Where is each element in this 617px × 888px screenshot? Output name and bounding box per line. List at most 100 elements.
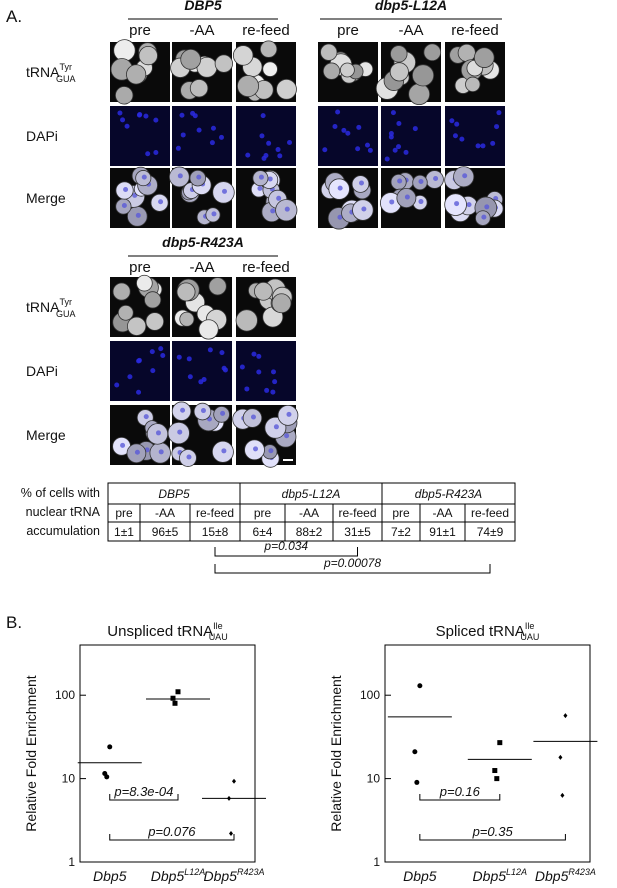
nucleus	[337, 185, 343, 191]
y-axis-label: Relative Fold Enrichment	[328, 675, 344, 832]
row-label: tRNATyr GUA	[26, 62, 75, 84]
cell	[339, 62, 355, 78]
nucleus	[466, 202, 472, 208]
row-label-text: Merge	[26, 190, 66, 206]
nucleus	[484, 204, 490, 210]
cell	[126, 64, 147, 85]
nucleus	[177, 429, 183, 435]
condition-label: pre	[337, 22, 359, 39]
plot-frame	[79, 644, 256, 863]
p-value: p=0.00078	[323, 556, 381, 570]
nucleus	[345, 130, 351, 136]
nucleus	[267, 176, 273, 182]
data-point	[412, 749, 418, 755]
nucleus	[127, 374, 133, 380]
table-column-header: -AA	[299, 506, 319, 520]
nucleus	[117, 110, 123, 116]
nucleus	[257, 185, 263, 191]
nucleus	[367, 147, 373, 153]
nucleus	[158, 346, 164, 352]
nucleus	[454, 201, 460, 207]
table-border	[107, 482, 516, 542]
nucleus	[136, 357, 142, 363]
table-column-header: re-feed	[471, 506, 509, 520]
x-tick-label: Dbp5R423A	[535, 867, 596, 884]
micrograph	[172, 341, 232, 401]
category-name: Dbp5	[151, 868, 185, 884]
nucleus	[141, 174, 147, 180]
nucleus	[186, 454, 192, 460]
nucleus	[187, 374, 193, 380]
chart-title-subscript: UAU	[520, 632, 539, 642]
nucleus	[220, 410, 226, 416]
table-row-header: nuclear tRNA	[26, 505, 101, 519]
nucleus	[245, 152, 251, 158]
nucleus	[494, 124, 500, 130]
significance-bracket	[109, 794, 179, 801]
x-tick-label: Dbp5L12A	[151, 867, 206, 884]
row-label-text: tRNA	[26, 299, 60, 315]
p-value: p=0.034	[263, 539, 308, 553]
nucleus	[397, 178, 403, 184]
nucleus	[207, 347, 213, 353]
nucleus	[459, 136, 465, 142]
cell	[232, 45, 254, 66]
nucleus	[389, 199, 395, 205]
nucleus	[264, 387, 270, 393]
data-point	[492, 768, 498, 774]
cell	[259, 40, 278, 58]
nucleus	[272, 379, 278, 385]
p-value: p=0.076	[147, 824, 196, 839]
cell	[473, 47, 495, 68]
nucleus	[452, 133, 458, 139]
condition-label: -AA	[189, 22, 214, 39]
nucleus	[150, 368, 156, 374]
nucleus	[355, 146, 361, 152]
y-tick-label: 100	[55, 688, 75, 702]
category-superscript: R423A	[568, 867, 596, 877]
significance-bracket	[419, 794, 501, 801]
nucleus	[153, 117, 159, 123]
nucleus	[356, 124, 362, 130]
x-tick-label: Dbp5R423A	[204, 867, 265, 884]
nucleus	[253, 446, 259, 452]
table-cell: 74±9	[477, 525, 504, 539]
nucleus	[396, 144, 402, 150]
nucleus	[481, 214, 487, 220]
nucleus	[219, 350, 225, 356]
table-group-header: DBP5	[158, 487, 190, 501]
micrograph	[318, 106, 378, 166]
table-group-header: dbp5-L12A	[282, 487, 341, 501]
cell	[179, 311, 195, 327]
nucleus	[384, 156, 390, 162]
nucleus	[134, 449, 140, 455]
row-label: tRNATyr GUA	[26, 297, 75, 319]
nucleus	[198, 379, 204, 385]
nucleus	[332, 123, 338, 129]
nucleus	[136, 112, 142, 118]
cell	[237, 75, 259, 98]
row-label-text: tRNA	[26, 64, 60, 80]
table-column-header: pre	[392, 506, 410, 520]
nucleus	[364, 142, 370, 148]
cell	[390, 45, 408, 63]
nucleus	[273, 424, 279, 430]
nucleus	[284, 206, 290, 212]
nucleus	[210, 125, 216, 131]
table-cell: 96±5	[152, 525, 179, 539]
condition-label: -AA	[398, 22, 423, 39]
plot-frame	[384, 644, 591, 863]
chart-title-superscript: Ile	[213, 621, 223, 631]
nucleus	[149, 349, 155, 355]
condition-label: -AA	[189, 259, 214, 276]
nucleus	[250, 414, 256, 420]
table-column-header: pre	[115, 506, 133, 520]
nucleus	[244, 386, 250, 392]
p-value: p=8.3e-04	[113, 784, 173, 799]
nucleus	[341, 127, 347, 133]
data-point	[175, 689, 181, 695]
table-cell: 7±2	[391, 525, 411, 539]
cell	[145, 312, 165, 331]
nucleus	[284, 433, 290, 439]
significance-bracket	[214, 547, 358, 557]
